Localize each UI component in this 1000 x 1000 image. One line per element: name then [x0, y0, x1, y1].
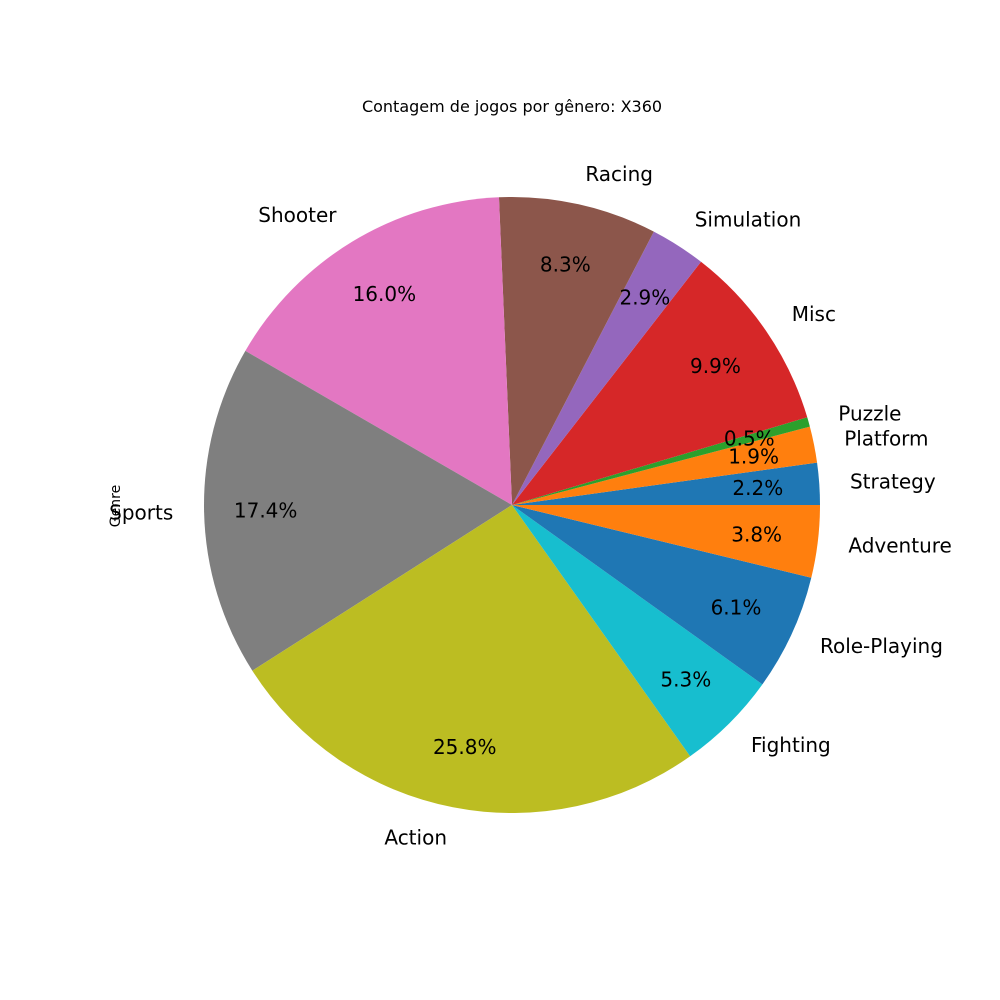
slice-label-fighting: Fighting: [751, 733, 831, 757]
pct-label-fighting: 5.3%: [660, 668, 711, 692]
pie-slice-shooter: [245, 197, 512, 505]
slice-label-role-playing: Role-Playing: [820, 634, 943, 658]
pie-slices: [204, 197, 820, 813]
pie-slice-role-playing: [512, 505, 812, 685]
slice-label-action: Action: [384, 826, 447, 850]
pie-slice-sports: [204, 350, 512, 671]
y-axis-label: Genre: [108, 485, 124, 527]
pct-label-platform: 1.9%: [728, 445, 779, 469]
slice-label-shooter: Shooter: [258, 203, 337, 227]
slice-label-sports: Sports: [109, 500, 173, 524]
chart-title: Contagem de jogos por gênero: X360: [362, 97, 662, 116]
pct-label-puzzle: 0.5%: [724, 427, 775, 451]
slice-label-adventure: Adventure: [848, 533, 951, 557]
pie-slice-fighting: [512, 505, 763, 757]
pct-label-sports: 17.4%: [234, 498, 298, 522]
slice-label-puzzle: Puzzle: [838, 402, 901, 426]
slice-label-platform: Platform: [844, 426, 928, 450]
slice-label-simulation: Simulation: [695, 208, 802, 232]
pie-slice-misc: [512, 261, 808, 505]
pie-slice-adventure: [512, 505, 820, 578]
pie-labels: 2.2% Strategy 1.9% Platform 0.5% Puzzle 9.9% Mi…: [109, 162, 952, 849]
pie-slice-strategy: [512, 462, 820, 505]
pct-label-racing: 8.3%: [540, 252, 591, 276]
pct-label-action: 25.8%: [433, 735, 497, 759]
pie-slice-racing: [498, 197, 654, 505]
pct-label-shooter: 16.0%: [353, 282, 417, 306]
slice-label-misc: Misc: [792, 302, 836, 326]
pie-slice-simulation: [512, 231, 701, 505]
pie-slice-platform: [512, 426, 818, 505]
pct-label-role-playing: 6.1%: [711, 596, 762, 620]
pie-slice-puzzle: [512, 417, 810, 505]
pct-label-adventure: 3.8%: [731, 522, 782, 546]
pct-label-strategy: 2.2%: [732, 476, 783, 500]
pct-label-simulation: 2.9%: [619, 286, 670, 310]
slice-label-racing: Racing: [585, 162, 653, 186]
pct-label-misc: 9.9%: [690, 354, 741, 378]
pie-slice-action: [252, 505, 691, 813]
slice-label-strategy: Strategy: [850, 470, 936, 494]
